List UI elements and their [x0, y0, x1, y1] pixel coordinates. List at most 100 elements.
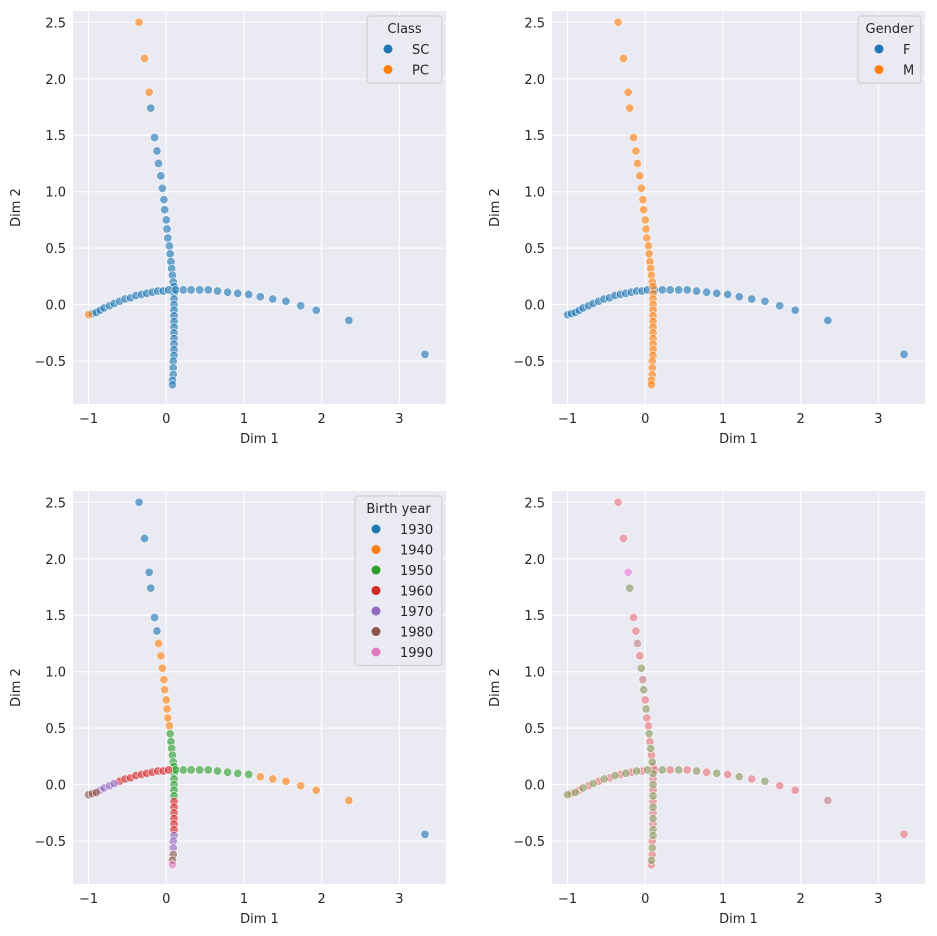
data-point: [162, 224, 172, 234]
data-point: [153, 638, 163, 648]
data-point: [599, 774, 609, 784]
x-axis-label: Dim 1: [240, 432, 279, 447]
data-point: [255, 292, 265, 302]
data-point: [134, 17, 144, 27]
y-tick-label: 2.0: [45, 73, 66, 88]
data-point: [648, 791, 658, 801]
data-point: [157, 183, 167, 193]
data-point: [631, 626, 641, 636]
data-point: [420, 829, 430, 839]
data-point: [641, 704, 651, 714]
subplot-4: −1 0 1 2 3 −0.5 0.0 0.5 1.0 1.5 2.0 2.5 Dim 1 Dim 2: [488, 491, 925, 927]
data-point: [640, 215, 650, 225]
y-tick-label: −0.5: [34, 835, 66, 850]
y-tick-label: 2.0: [524, 73, 545, 88]
data-point: [692, 286, 702, 296]
data-point: [618, 53, 628, 63]
legend-label: 1960: [400, 585, 433, 600]
data-point: [646, 743, 656, 753]
legend-marker: [383, 65, 393, 74]
data-point: [790, 305, 800, 315]
data-point: [84, 310, 94, 320]
data-point: [167, 860, 177, 870]
data-point: [899, 349, 909, 359]
legend-label: 1950: [400, 564, 433, 579]
data-point: [157, 663, 167, 673]
data-point: [712, 768, 722, 778]
data-point: [712, 288, 722, 298]
data-point: [344, 795, 354, 805]
legend-marker: [371, 627, 381, 636]
data-point: [775, 781, 785, 791]
data-point: [152, 146, 162, 156]
data-point: [618, 533, 628, 543]
y-tick-label: 1.0: [45, 186, 66, 201]
data-point: [244, 769, 254, 779]
data-point: [161, 215, 171, 225]
data-point: [643, 241, 653, 251]
data-point: [641, 224, 651, 234]
x-tick-label: 3: [395, 412, 403, 427]
y-tick-label: −0.5: [513, 835, 545, 850]
data-point: [648, 813, 658, 823]
legend-marker: [371, 565, 381, 575]
data-point: [657, 285, 667, 295]
series-PC: [84, 17, 154, 320]
y-tick-label: 2.5: [45, 16, 66, 31]
series-mixed: [563, 583, 770, 865]
data-point: [311, 305, 321, 315]
data-point: [639, 685, 649, 695]
data-point: [629, 612, 639, 622]
data-point: [636, 663, 646, 673]
data-point: [621, 768, 631, 778]
data-point: [631, 146, 641, 156]
data-point: [642, 233, 652, 243]
subplot-1: −1 0 1 2 3 −0.5 0.0 0.5 1.0 1.5 2.0 2.5 Dim 1 Dim 2 Cl…: [9, 11, 446, 447]
y-tick-label: 0.5: [524, 242, 545, 257]
data-point: [164, 241, 174, 251]
y-tick-label: −0.5: [513, 355, 545, 370]
legend: Class SC PC: [366, 15, 443, 84]
y-tick-label: −0.5: [34, 355, 66, 370]
y-axis-label: Dim 2: [9, 668, 24, 707]
x-tick-label: 3: [874, 412, 882, 427]
data-point: [268, 774, 278, 784]
legend-label: SC: [412, 43, 429, 58]
legend-label: 1970: [400, 605, 433, 620]
data-point: [613, 17, 623, 27]
legend-box: [857, 15, 922, 84]
legend-marker: [874, 65, 884, 74]
data-point: [203, 285, 213, 295]
legend: Gender FM: [857, 15, 922, 84]
data-point: [635, 651, 645, 661]
data-point: [156, 171, 166, 181]
y-tick-label: 2.0: [524, 553, 545, 568]
data-point: [195, 765, 205, 775]
subplot-2: −1 0 1 2 3 −0.5 0.0 0.5 1.0 1.5 2.0 2.5 Dim 1 Dim 2 Ge…: [488, 11, 925, 447]
data-point: [311, 785, 321, 795]
data-point: [162, 704, 172, 714]
data-point: [823, 315, 833, 325]
data-point: [233, 768, 243, 778]
data-point: [643, 721, 653, 731]
data-point: [161, 695, 171, 705]
data-point: [723, 289, 733, 299]
data-point: [165, 249, 175, 259]
data-point: [186, 765, 196, 775]
data-point: [134, 497, 144, 507]
x-axis-label: Dim 1: [719, 432, 758, 447]
data-point: [281, 776, 291, 786]
series-M: [613, 17, 658, 390]
data-point: [635, 171, 645, 181]
data-point: [156, 651, 166, 661]
data-point: [195, 285, 205, 295]
data-point: [578, 783, 588, 793]
series-1980: [84, 788, 178, 865]
data-point: [255, 772, 265, 782]
series-SC: [87, 103, 430, 390]
data-point: [639, 205, 649, 215]
data-point: [146, 583, 156, 593]
data-point: [213, 286, 223, 296]
data-point: [760, 296, 770, 306]
